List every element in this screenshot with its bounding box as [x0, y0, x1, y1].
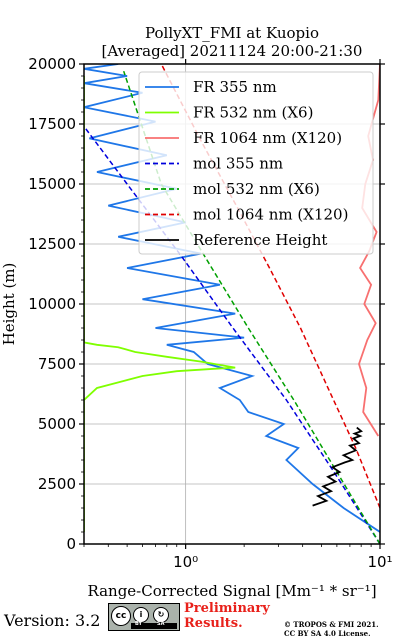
series-line-7: [312, 426, 363, 507]
y-tick-label: 12500: [28, 235, 76, 253]
x-tick-label: 10⁰: [173, 553, 198, 571]
sa-label: SA: [157, 621, 165, 627]
x-tick-label: 10¹: [367, 553, 392, 571]
chart: PollyXT_FMI at Kuopio [Averaged] 2021112…: [0, 24, 393, 600]
y-axis-label: Height (m): [0, 263, 18, 346]
preliminary-line-1: Preliminary: [184, 601, 270, 616]
license-strip: BY SA: [131, 621, 177, 629]
x-axis-label: Range-Corrected Signal [Mm⁻¹ * sr⁻¹]: [87, 582, 376, 600]
version-label: Version: 3.2: [4, 611, 101, 630]
y-tick-label: 2500: [38, 475, 76, 493]
legend-label: FR 1064 nm (X120): [193, 129, 342, 147]
chart-subtitle: [Averaged] 20211124 20:00-21:30: [102, 42, 363, 60]
y-tick-label: 10000: [28, 295, 76, 313]
y-tick-label: 15000: [28, 175, 76, 193]
legend-label: FR 532 nm (X6): [193, 104, 313, 122]
y-tick-label: 17500: [28, 115, 76, 133]
series-line-4: [84, 125, 380, 544]
y-tick-label: 5000: [38, 415, 76, 433]
legend-label: FR 355 nm: [193, 78, 277, 96]
legend-box: [138, 71, 374, 255]
series-line-1: [84, 64, 380, 533]
chart-title: PollyXT_FMI at Kuopio: [145, 24, 319, 42]
legend: FR 355 nm FR 532 nm (X6) FR 1064 nm (X120)…: [138, 71, 374, 255]
series-line-2: [84, 76, 236, 532]
legend-label: mol 532 nm (X6): [193, 180, 320, 198]
cc-icon: cc: [111, 606, 131, 626]
legend-label: mol 355 nm: [193, 155, 283, 173]
by-icon: i: [133, 607, 149, 623]
y-tick-label: 0: [66, 535, 76, 553]
y-tick-label: 20000: [28, 55, 76, 73]
by-label: BY: [135, 621, 143, 627]
copyright-line-2: CC BY SA 4.0 License.: [284, 629, 371, 638]
sa-icon: ↻: [153, 607, 169, 623]
copyright-notice: © TROPOS & FMI 2021. CC BY SA 4.0 Licens…: [284, 620, 379, 638]
series-line-5: [122, 70, 380, 544]
y-tick-label: 7500: [38, 355, 76, 373]
axes: 0 2500 5000 7500 10000 12500 15000 17500 20000 10…: [28, 55, 392, 571]
legend-label: mol 1064 nm (X120): [193, 206, 348, 224]
preliminary-line-2: Results.: [184, 616, 243, 631]
copyright-line-1: © TROPOS & FMI 2021.: [284, 620, 379, 629]
cc-license-badge: cc i ↻ BY SA: [108, 603, 180, 631]
legend-label: Reference Height: [193, 231, 327, 249]
preliminary-notice: Preliminary Results.: [184, 601, 270, 631]
